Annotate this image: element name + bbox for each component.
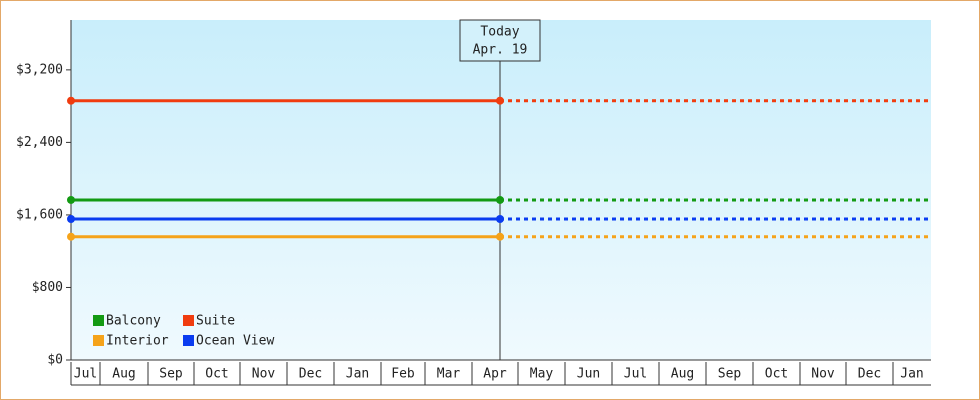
legend-label: Balcony — [106, 314, 161, 329]
x-tick-label: Jun — [577, 367, 600, 382]
x-tick-label: Jan — [900, 367, 923, 382]
legend-label: Suite — [196, 314, 235, 329]
x-tick-label: Apr — [483, 367, 507, 382]
x-tick-label: Mar — [437, 367, 461, 382]
y-tick-label: $0 — [47, 353, 63, 368]
price-point — [496, 215, 504, 224]
x-tick-label: May — [530, 367, 554, 382]
y-tick-label: $800 — [32, 280, 63, 295]
y-tick-label: $1,600 — [16, 207, 63, 222]
x-tick-label: Dec — [299, 367, 322, 382]
y-tick-label: $3,200 — [16, 62, 63, 77]
x-tick-label: Aug — [112, 367, 135, 382]
x-tick-label: Sep — [159, 367, 183, 382]
legend-swatch — [93, 315, 104, 326]
y-tick-label: $2,400 — [16, 135, 63, 150]
legend-swatch — [93, 335, 104, 346]
x-tick-label: Oct — [765, 367, 788, 382]
x-tick-label: Nov — [811, 367, 835, 382]
x-tick-label: Aug — [671, 367, 694, 382]
x-tick-label: Oct — [205, 367, 228, 382]
price-point — [67, 215, 75, 224]
plot-area — [71, 20, 931, 360]
x-tick-label: Dec — [858, 367, 881, 382]
price-point — [67, 195, 75, 204]
x-tick-label: Jul — [624, 367, 647, 382]
legend-swatch — [183, 315, 194, 326]
price-point — [496, 232, 504, 241]
x-tick-label: Nov — [252, 367, 276, 382]
today-title: Today — [480, 25, 519, 40]
today-date: Apr. 19 — [473, 43, 528, 58]
x-tick-label: Jan — [346, 367, 369, 382]
x-tick-label: Jul — [74, 367, 97, 382]
legend-swatch — [183, 335, 194, 346]
x-tick-label: Sep — [718, 367, 742, 382]
today-box — [459, 19, 541, 62]
price-point — [67, 96, 75, 105]
price-point — [67, 232, 75, 241]
legend-label: Ocean View — [196, 334, 274, 349]
legend-label: Interior — [106, 334, 169, 349]
x-tick-label: Feb — [391, 367, 415, 382]
price-point — [496, 96, 504, 105]
price-point — [496, 195, 504, 204]
